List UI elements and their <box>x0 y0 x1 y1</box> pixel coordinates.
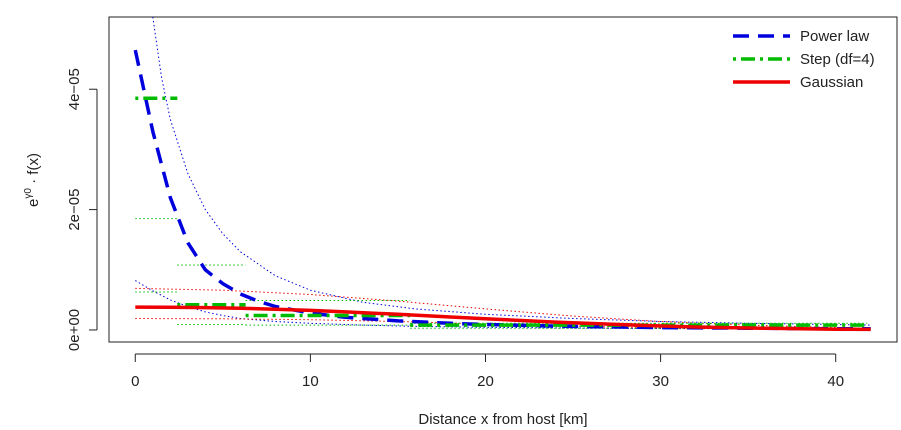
legend-label-1: Step (df=4) <box>800 51 875 68</box>
legend: Power law Step (df=4) Gaussian <box>733 28 875 91</box>
y-axis-label: eγ0 · f(x) <box>23 153 42 207</box>
y-axis: 0e+00 2e−05 4e−05 <box>66 68 98 351</box>
y-axis-label-superscript: γ0 <box>23 188 34 199</box>
x-tick-label: 40 <box>827 373 844 390</box>
legend-label-0: Power law <box>800 28 869 45</box>
y-axis-label-rest: · f(x) <box>25 153 42 188</box>
plot-area <box>108 16 898 343</box>
x-axis: 0 10 20 30 40 <box>131 353 844 390</box>
y-axis-label-base: e <box>25 199 42 207</box>
band-line-0 <box>152 16 871 326</box>
y-tick-label: 0e+00 <box>66 309 83 351</box>
plot-frame <box>108 16 898 343</box>
legend-label-2: Gaussian <box>800 74 863 91</box>
x-tick-label: 20 <box>477 373 494 390</box>
y-tick-label: 2e−05 <box>66 189 83 231</box>
confidence-bands <box>135 16 871 331</box>
x-tick-label: 0 <box>131 373 139 390</box>
x-tick-label: 30 <box>652 373 669 390</box>
x-axis-label: Distance x from host [km] <box>418 411 587 428</box>
series-line-2 <box>135 305 871 332</box>
series-line-0 <box>133 49 871 331</box>
y-tick-label: 4e−05 <box>66 68 83 110</box>
x-tick-label: 10 <box>302 373 319 390</box>
band-line-1 <box>135 280 871 330</box>
series-lines <box>133 49 871 332</box>
